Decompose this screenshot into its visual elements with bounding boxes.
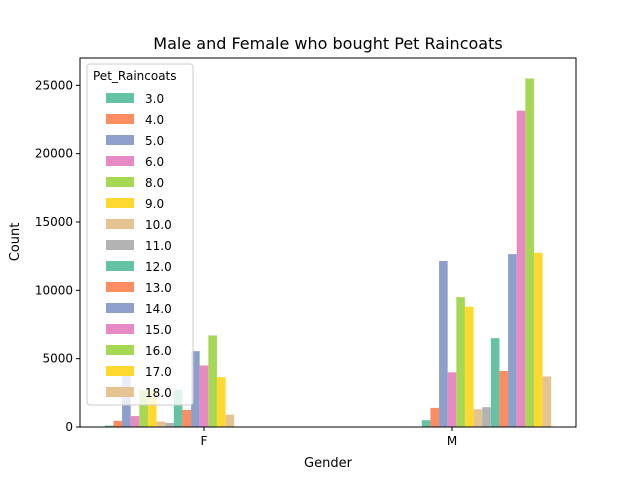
bar (216, 377, 226, 427)
legend-label: 12.0 (145, 260, 172, 274)
legend-swatch (106, 156, 134, 166)
x-tick-label: F (201, 434, 208, 448)
legend-label: 10.0 (145, 218, 172, 232)
bar (156, 421, 166, 427)
bar (421, 420, 431, 427)
x-axis-label: Gender (304, 456, 353, 471)
legend-label: 11.0 (145, 239, 172, 253)
bar (191, 351, 200, 427)
bar (182, 409, 192, 427)
legend-swatch (106, 366, 134, 376)
bar (113, 420, 123, 427)
bar (516, 110, 526, 428)
bar (165, 422, 174, 427)
bar (139, 390, 148, 427)
bar (482, 407, 491, 427)
legend: Pet_Raincoats 3.0 4.0 5.0 6.0 8.0 9.0 10.0 11.0 1… (86, 63, 194, 406)
axes-group: 0 5000 10000 15000 20000 25000 F M (35, 57, 577, 448)
bar (430, 407, 440, 427)
legend-swatch (106, 261, 134, 271)
legend-swatch (106, 324, 134, 334)
chart-title: Male and Female who bought Pet Raincoats (153, 34, 502, 53)
legend-label: 13.0 (145, 281, 172, 295)
legend-title: Pet_Raincoats (93, 69, 177, 83)
bar (533, 252, 543, 427)
bar (525, 78, 534, 427)
y-tick-label: 0 (65, 420, 73, 434)
legend-label: 18.0 (145, 386, 172, 400)
legend-label: 5.0 (145, 134, 164, 148)
legend-swatch (106, 240, 134, 250)
bar (473, 409, 483, 427)
bar (447, 372, 457, 427)
y-tick-label: 10000 (35, 283, 73, 297)
bar (490, 338, 500, 427)
legend-swatch (106, 282, 134, 292)
legend-label: 14.0 (145, 302, 172, 316)
legend-label: 8.0 (145, 176, 164, 190)
legend-label: 4.0 (145, 113, 164, 127)
bar (104, 425, 114, 427)
legend-label: 17.0 (145, 365, 172, 379)
legend-box (86, 63, 194, 406)
legend-label: 3.0 (145, 92, 164, 106)
legend-swatch (106, 198, 134, 208)
legend-label: 6.0 (145, 155, 164, 169)
x-tick-label: M (447, 434, 457, 448)
y-tick-label: 5000 (42, 352, 73, 366)
bar (199, 365, 209, 427)
bar (499, 370, 509, 427)
y-axis-label: Count (8, 223, 23, 262)
legend-label: 16.0 (145, 344, 172, 358)
y-tick-label: 20000 (35, 147, 73, 161)
legend-swatch (106, 387, 134, 397)
bars-group (104, 78, 552, 428)
bar (173, 390, 183, 427)
bar (508, 254, 517, 427)
bar (542, 376, 552, 427)
legend-swatch (106, 219, 134, 229)
legend-label: 15.0 (145, 323, 172, 337)
legend-swatch (106, 135, 134, 145)
bar (464, 306, 474, 427)
y-tick-label: 15000 (35, 215, 73, 229)
legend-swatch (106, 303, 134, 313)
legend-label: 9.0 (145, 197, 164, 211)
legend-swatch (106, 345, 134, 355)
legend-swatch (106, 177, 134, 187)
legend-swatch (106, 93, 134, 103)
bar (456, 297, 465, 427)
bar (147, 390, 157, 427)
legend-swatch (106, 114, 134, 124)
bar (130, 416, 140, 427)
bar (208, 335, 217, 427)
bar (439, 260, 448, 427)
y-tick-label: 25000 (35, 78, 73, 92)
plot-frame (79, 57, 577, 428)
bar (225, 414, 235, 427)
